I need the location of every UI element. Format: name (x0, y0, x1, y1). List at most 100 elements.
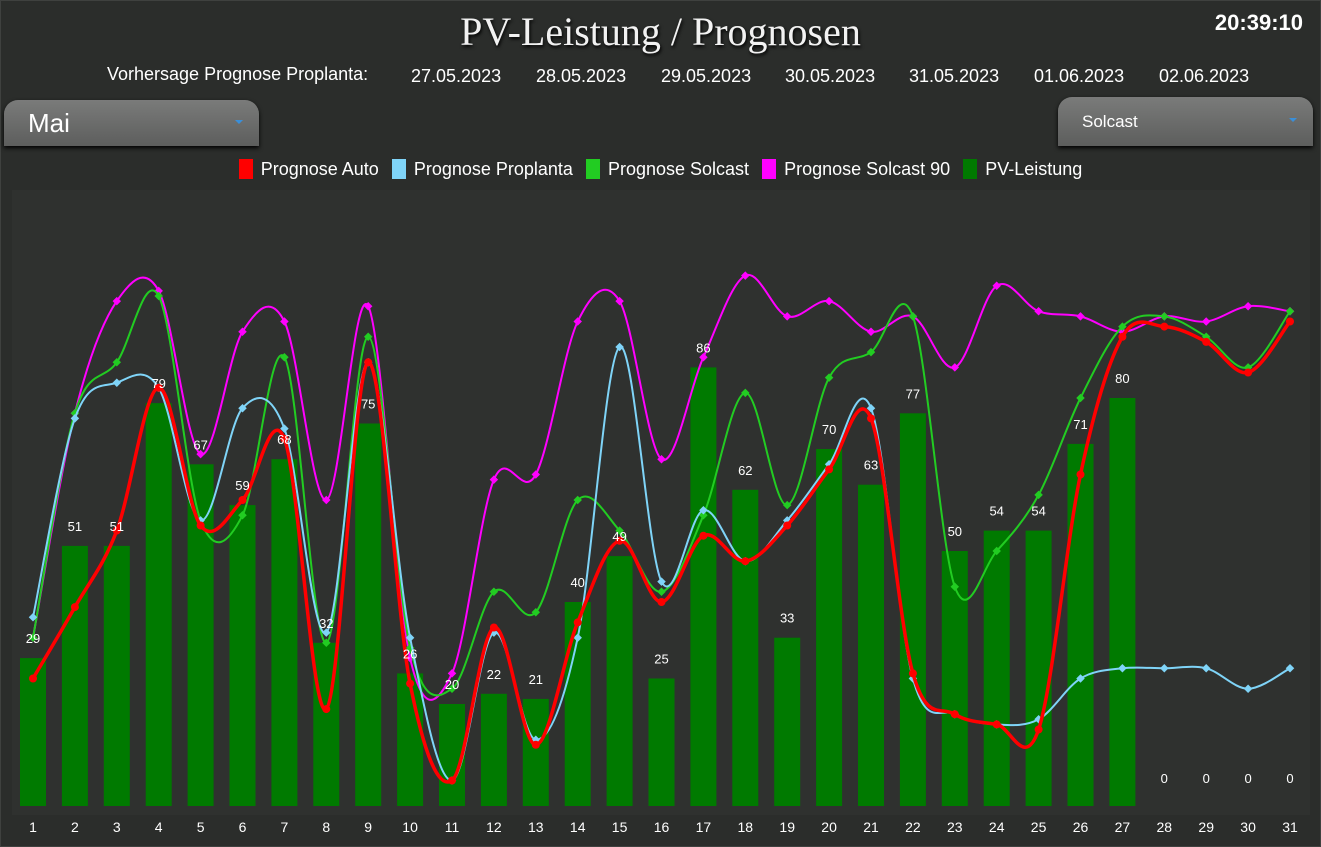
data-label: 63 (864, 458, 878, 473)
legend-item-solcast90[interactable]: Prognose Solcast 90 (762, 158, 950, 180)
auto-point (112, 526, 121, 535)
solcast-point (489, 587, 499, 597)
x-tick-label: 29 (1198, 819, 1214, 835)
pv-bar (145, 403, 172, 806)
solcast90-point (1201, 317, 1211, 326)
forecast-label: Vorhersage Prognose Proplanta: (107, 64, 369, 84)
legend-item-solcast[interactable]: Prognose Solcast (585, 158, 749, 180)
legend-item-auto[interactable]: Prognose Auto (238, 158, 379, 180)
solcast-point (280, 352, 289, 362)
data-label: 79 (151, 376, 165, 391)
data-label: 62 (738, 463, 752, 478)
solcast90-point (531, 470, 541, 479)
solcast-point (1160, 312, 1169, 321)
page-title: PV-Leistung / Prognosen (460, 9, 861, 54)
proplanta-point (405, 633, 415, 642)
legend-item-pv[interactable]: PV-Leistung (963, 158, 1083, 180)
solcast-point (782, 500, 792, 510)
solcast90-point (741, 271, 750, 280)
x-tick-label: 6 (239, 819, 247, 835)
solcast90-point (657, 454, 666, 464)
pv-bar (1067, 443, 1094, 806)
source-select[interactable]: Solcast (1058, 97, 1313, 146)
x-tick-label: 21 (863, 819, 879, 835)
data-label: 21 (529, 672, 543, 687)
x-tick-label: 4 (155, 819, 163, 835)
pv-bar (480, 693, 507, 806)
pv-bar (1109, 398, 1136, 806)
solcast-point (1034, 490, 1043, 500)
data-label: 86 (696, 340, 710, 355)
solcast-line (32, 289, 1291, 697)
solcast-point (112, 358, 122, 367)
auto-point (1034, 725, 1043, 734)
data-label: 32 (319, 616, 333, 631)
auto-line (31, 320, 1292, 784)
auto-point (615, 536, 624, 545)
solcast-point (657, 587, 666, 597)
data-label: 77 (906, 386, 920, 401)
auto-point (29, 674, 37, 683)
solcast90-point (573, 317, 582, 326)
x-tick-label: 16 (654, 819, 670, 835)
solcast-point (699, 511, 708, 520)
solcast-point (1076, 393, 1085, 403)
pv-bar (606, 556, 633, 806)
x-tick-label: 13 (528, 819, 544, 835)
data-label: 68 (277, 432, 291, 447)
forecast-date: 02.06.2023 (1159, 66, 1250, 86)
solcast90-point (238, 327, 247, 336)
solcast90-point (866, 327, 876, 336)
auto-point (280, 434, 289, 443)
data-label: 40 (570, 575, 584, 590)
data-label: 22 (487, 667, 501, 682)
proplanta-point (866, 403, 876, 413)
legend-item-proplanta[interactable]: Prognose Proplanta (391, 158, 573, 180)
x-tick-label: 14 (570, 819, 586, 835)
data-label: 71 (1073, 417, 1087, 432)
proplanta-point (657, 577, 666, 586)
x-tick-label: 7 (281, 819, 289, 835)
auto-point (992, 720, 1001, 729)
data-label: 75 (361, 397, 375, 412)
auto-point (1076, 470, 1085, 479)
proplanta-point (70, 414, 80, 423)
x-tick-label: 3 (113, 819, 121, 835)
pv-bar (20, 658, 46, 806)
x-tick-label: 19 (779, 819, 795, 835)
pv-bar (397, 673, 424, 806)
data-label: 51 (110, 519, 124, 534)
month-select[interactable]: Mai (4, 100, 259, 146)
data-label: 67 (193, 437, 207, 452)
legend-swatch (963, 158, 978, 179)
legend-swatch (391, 158, 406, 179)
pv-bar (816, 449, 843, 806)
forecast-date: 30.05.2023 (785, 66, 876, 86)
solcast90-point (363, 301, 373, 311)
data-label: 25 (654, 652, 668, 667)
proplanta-point (1201, 664, 1211, 673)
data-label: 0 (1244, 771, 1251, 786)
solcast-point (322, 638, 331, 648)
legend-label: Prognose Proplanta (413, 158, 573, 179)
data-label: 50 (948, 524, 962, 539)
auto-point (448, 776, 456, 785)
pv-bar (61, 545, 88, 806)
x-tick-label: 24 (989, 819, 1005, 835)
auto-point (489, 623, 498, 632)
solcast90-point (615, 296, 624, 306)
auto-point (1244, 368, 1253, 377)
x-tick-label: 15 (612, 819, 628, 835)
forecast-date: 31.05.2023 (909, 66, 1000, 86)
x-tick-label: 1 (29, 819, 37, 835)
legend-label: PV-Leistung (985, 158, 1083, 179)
data-label: 80 (1115, 371, 1129, 386)
data-label: 20 (445, 677, 459, 692)
x-tick-label: 17 (696, 819, 712, 835)
x-tick-label: 2 (71, 819, 79, 835)
proplanta-point (112, 378, 122, 387)
x-tick-label: 10 (402, 819, 418, 835)
solcast90-line (32, 274, 1291, 701)
chevron-down-icon (235, 120, 243, 124)
auto-point (1286, 317, 1294, 326)
